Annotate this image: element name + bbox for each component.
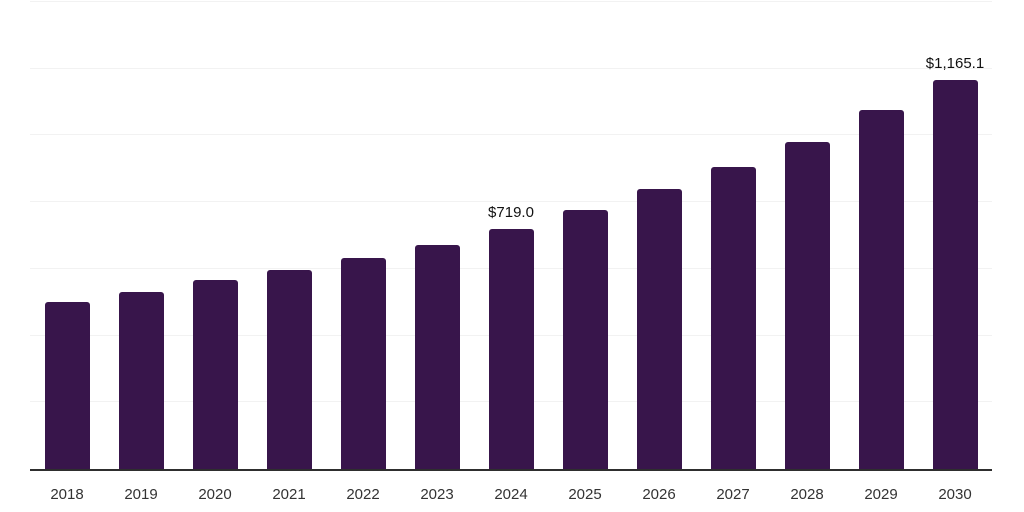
gridline-1000 [30, 134, 992, 136]
x-axis-label-2027: 2027 [716, 486, 750, 503]
bar-value-label-2030: $1,165.1 [925, 55, 985, 73]
bar-2027 [710, 167, 756, 469]
bar-2019 [118, 292, 164, 469]
x-axis-label-2028: 2028 [790, 486, 824, 503]
x-axis-label-2022: 2022 [346, 486, 380, 503]
bar-value-label-2024: $719.0 [488, 204, 534, 222]
bar-2030 [932, 80, 978, 469]
x-axis-label-2021: 2021 [272, 486, 306, 503]
gridline-800 [30, 201, 992, 203]
bar-2029 [858, 110, 904, 469]
bar-2028 [784, 141, 830, 469]
x-axis-label-2020: 2020 [198, 486, 232, 503]
x-axis-label-2019: 2019 [124, 486, 158, 503]
bar-2021 [266, 269, 312, 469]
gridline-1400 [30, 1, 992, 2]
gridline-1200 [30, 67, 992, 69]
x-axis-label-2029: 2029 [864, 486, 898, 503]
x-axis-label-2030: 2030 [938, 486, 972, 503]
bar-2026 [636, 189, 682, 469]
bar-2023 [414, 244, 460, 469]
plot-area: $719.0 $1,165.1 [30, 1, 992, 471]
x-axis-label-2023: 2023 [420, 486, 454, 503]
bar-2025 [562, 210, 608, 469]
x-axis-label-2024: 2024 [494, 486, 528, 503]
bar-2024 [488, 229, 534, 469]
x-axis-label-2025: 2025 [568, 486, 602, 503]
bar-2022 [340, 257, 386, 469]
x-axis: 2018 2019 2020 2021 2022 2023 2024 2025 2026 2027… [30, 486, 992, 506]
x-axis-label-2018: 2018 [50, 486, 84, 503]
x-axis-label-2026: 2026 [642, 486, 676, 503]
bar-2018 [44, 302, 90, 469]
bar-2020 [192, 280, 238, 469]
